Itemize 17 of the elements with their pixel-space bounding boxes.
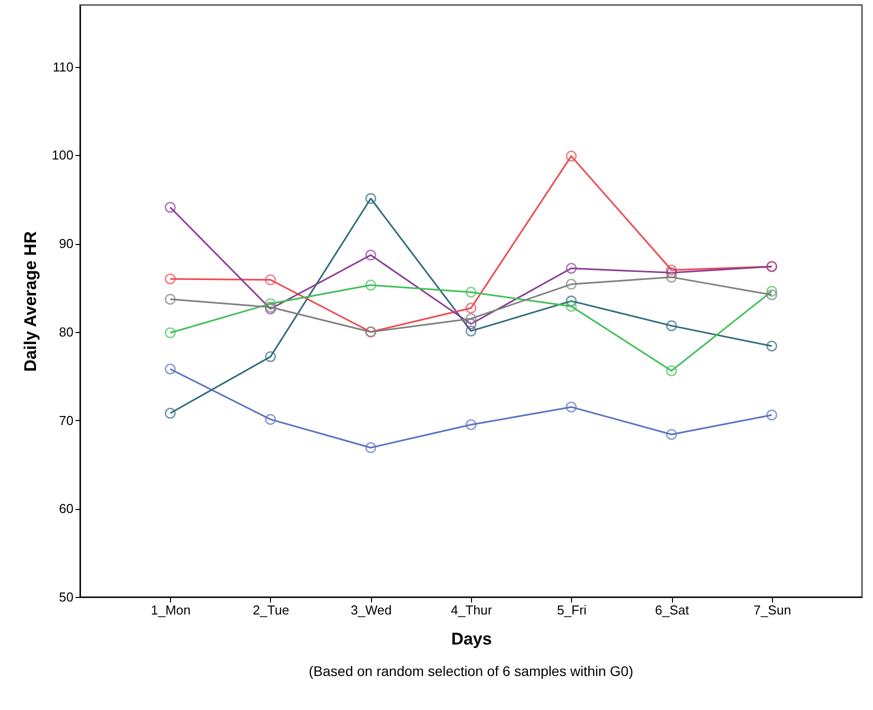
y-tick-label: 100: [52, 148, 74, 163]
y-tick-label: 110: [52, 59, 74, 74]
x-tick-label: 1_Mon: [150, 602, 191, 618]
x-axis-title: Days: [451, 630, 492, 648]
text: (Based on random selection of 6 samples within G0): [308, 663, 634, 679]
y-tick-label: 90: [59, 236, 74, 252]
x-tick-label: 3_Wed: [350, 602, 392, 618]
x-tick-label: 6_Sat: [655, 602, 690, 618]
y-tick-label: 50: [59, 590, 74, 604]
y-tick-label: 70: [59, 412, 74, 428]
x-tick-label: 4_Thur: [450, 602, 493, 618]
x-tick-label: 5_Fri: [556, 602, 587, 618]
x-tick-label: 7_Sun: [753, 602, 792, 618]
y-tick-label: 80: [59, 324, 74, 340]
y-tick-label: 60: [59, 501, 74, 516]
y-axis-title: Daily Average HR: [20, 231, 40, 372]
x-tick-label: 2_Tue: [252, 602, 290, 618]
